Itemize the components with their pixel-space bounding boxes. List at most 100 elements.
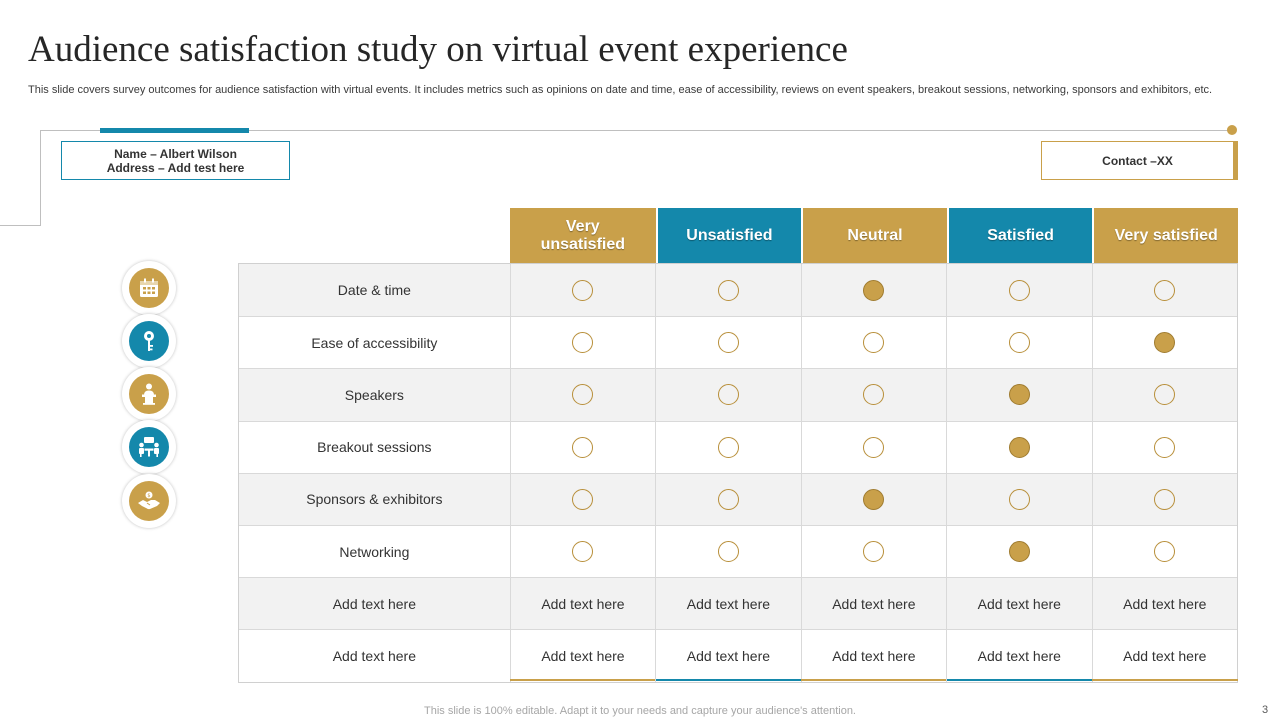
- table-row: Speakers: [239, 368, 1237, 421]
- rating-circle-selected[interactable]: [863, 279, 885, 301]
- table-header: Very unsatisfied Unsatisfied Neutral Sat…: [238, 208, 1238, 263]
- rating-cell: [946, 421, 1091, 473]
- column-bottom-accent-blue: [656, 679, 801, 681]
- column-bottom-accent-blue: [947, 679, 1092, 681]
- speaker-podium-icon: [142, 383, 156, 405]
- rating-cell: [1091, 473, 1237, 525]
- rating-cell: [800, 473, 946, 525]
- rating-circle-selected[interactable]: [1008, 541, 1030, 563]
- rating-cell: [1091, 369, 1237, 421]
- divider-line: [40, 130, 1230, 131]
- rating-cell: [655, 525, 800, 578]
- column-bottom-accent-gold: [1092, 679, 1238, 681]
- column-header-very-satisfied: Very satisfied: [1092, 208, 1238, 263]
- icon-badge-sponsors: $: [122, 474, 176, 528]
- table-row: Add text here Add text here Add text here A…: [239, 629, 1237, 682]
- rating-circle[interactable]: [717, 384, 739, 406]
- satisfaction-table: Very unsatisfied Unsatisfied Neutral Sat…: [238, 208, 1238, 683]
- rating-circle[interactable]: [572, 541, 594, 563]
- meeting-icon: [139, 437, 159, 457]
- column-bottom-accent-gold: [801, 679, 946, 681]
- footer-note: This slide is 100% editable. Adapt it to…: [424, 705, 856, 717]
- table-row: Sponsors & exhibitors: [239, 472, 1237, 525]
- contact-text: Contact –XX: [1102, 153, 1173, 168]
- rating-circle[interactable]: [1154, 384, 1176, 406]
- rating-circle-selected[interactable]: [1008, 436, 1030, 458]
- icon-badge-date: [122, 261, 176, 315]
- rating-cell: [509, 264, 655, 317]
- rating-circle[interactable]: [572, 384, 594, 406]
- column-bottom-accent-gold: [510, 679, 655, 681]
- rating-circle-selected[interactable]: [1008, 384, 1030, 406]
- contact-box: Contact –XX: [1041, 141, 1238, 180]
- handshake-icon: $: [138, 491, 160, 510]
- rating-circle[interactable]: [1154, 541, 1176, 563]
- rating-cell: [655, 421, 800, 473]
- table-row: Add text here Add text here Add text here A…: [239, 577, 1237, 630]
- table-row: Networking: [239, 524, 1237, 578]
- rating-circle[interactable]: [572, 332, 594, 354]
- rating-circle[interactable]: [1154, 279, 1176, 301]
- page-title: Audience satisfaction study on virtual e…: [28, 29, 848, 70]
- text-cell: Add text here: [1091, 630, 1237, 682]
- rating-circle[interactable]: [863, 332, 885, 354]
- row-label: Add text here: [332, 647, 416, 664]
- rating-circle[interactable]: [863, 384, 885, 406]
- rating-circle[interactable]: [1008, 332, 1030, 354]
- row-label: Speakers: [344, 386, 404, 403]
- rating-circle[interactable]: [1154, 436, 1176, 458]
- text-cell: Add text here: [655, 630, 800, 682]
- row-label: Networking: [339, 543, 410, 560]
- rating-cell: [800, 317, 946, 369]
- rating-cell: [946, 264, 1091, 317]
- frame-line-vertical: [40, 130, 41, 225]
- rating-cell: [800, 264, 946, 317]
- table-row: Date & time: [239, 264, 1237, 317]
- rating-cell: [946, 473, 1091, 525]
- rating-circle[interactable]: [1008, 488, 1030, 510]
- text-cell: Add text here: [800, 630, 946, 682]
- rating-circle[interactable]: [717, 279, 739, 301]
- column-header-satisfied: Satisfied: [946, 208, 1093, 263]
- accent-bar: [100, 128, 249, 133]
- row-label: Add text here: [332, 595, 416, 612]
- text-cell: Add text here: [800, 578, 946, 630]
- rating-circle[interactable]: [863, 436, 885, 458]
- rating-cell: [509, 473, 655, 525]
- rating-circle[interactable]: [717, 436, 739, 458]
- rating-cell: [946, 369, 1091, 421]
- rating-cell: [1091, 421, 1237, 473]
- rating-circle[interactable]: [863, 541, 885, 563]
- rating-circle[interactable]: [572, 436, 594, 458]
- rating-circle[interactable]: [572, 488, 594, 510]
- text-cell: Add text here: [1091, 578, 1237, 630]
- icon-badge-access: [122, 314, 176, 368]
- rating-circle-selected[interactable]: [863, 488, 885, 510]
- rating-cell: [509, 369, 655, 421]
- row-label: Sponsors & exhibitors: [306, 491, 443, 508]
- name-box: Name – Albert Wilson Address – Add test …: [61, 141, 290, 180]
- rating-circle[interactable]: [1008, 279, 1030, 301]
- column-header-unsatisfied: Unsatisfied: [655, 208, 802, 263]
- rating-circle[interactable]: [717, 541, 739, 563]
- text-cell: Add text here: [655, 578, 800, 630]
- rating-circle[interactable]: [572, 279, 594, 301]
- page-number: 3: [1262, 704, 1269, 716]
- rating-circle[interactable]: [1154, 488, 1176, 510]
- name-text: Name – Albert Wilson: [114, 146, 237, 161]
- rating-cell: [655, 369, 800, 421]
- column-header-very-unsatisfied: Very unsatisfied: [510, 208, 656, 263]
- table-body: Date & time Ease of accessibility Speakers…: [238, 263, 1238, 683]
- row-label: Date & time: [337, 282, 411, 299]
- rating-cell: [655, 317, 800, 369]
- text-cell: Add text here: [509, 578, 655, 630]
- rating-circle[interactable]: [717, 332, 739, 354]
- page-subtitle: This slide covers survey outcomes for au…: [28, 84, 1213, 96]
- rating-cell: [946, 525, 1091, 578]
- text-cell: Add text here: [509, 630, 655, 682]
- rating-cell: [800, 525, 946, 578]
- rating-circle-selected[interactable]: [1154, 332, 1176, 354]
- rating-circle[interactable]: [717, 488, 739, 510]
- rating-cell: [509, 525, 655, 578]
- rating-cell: [509, 421, 655, 473]
